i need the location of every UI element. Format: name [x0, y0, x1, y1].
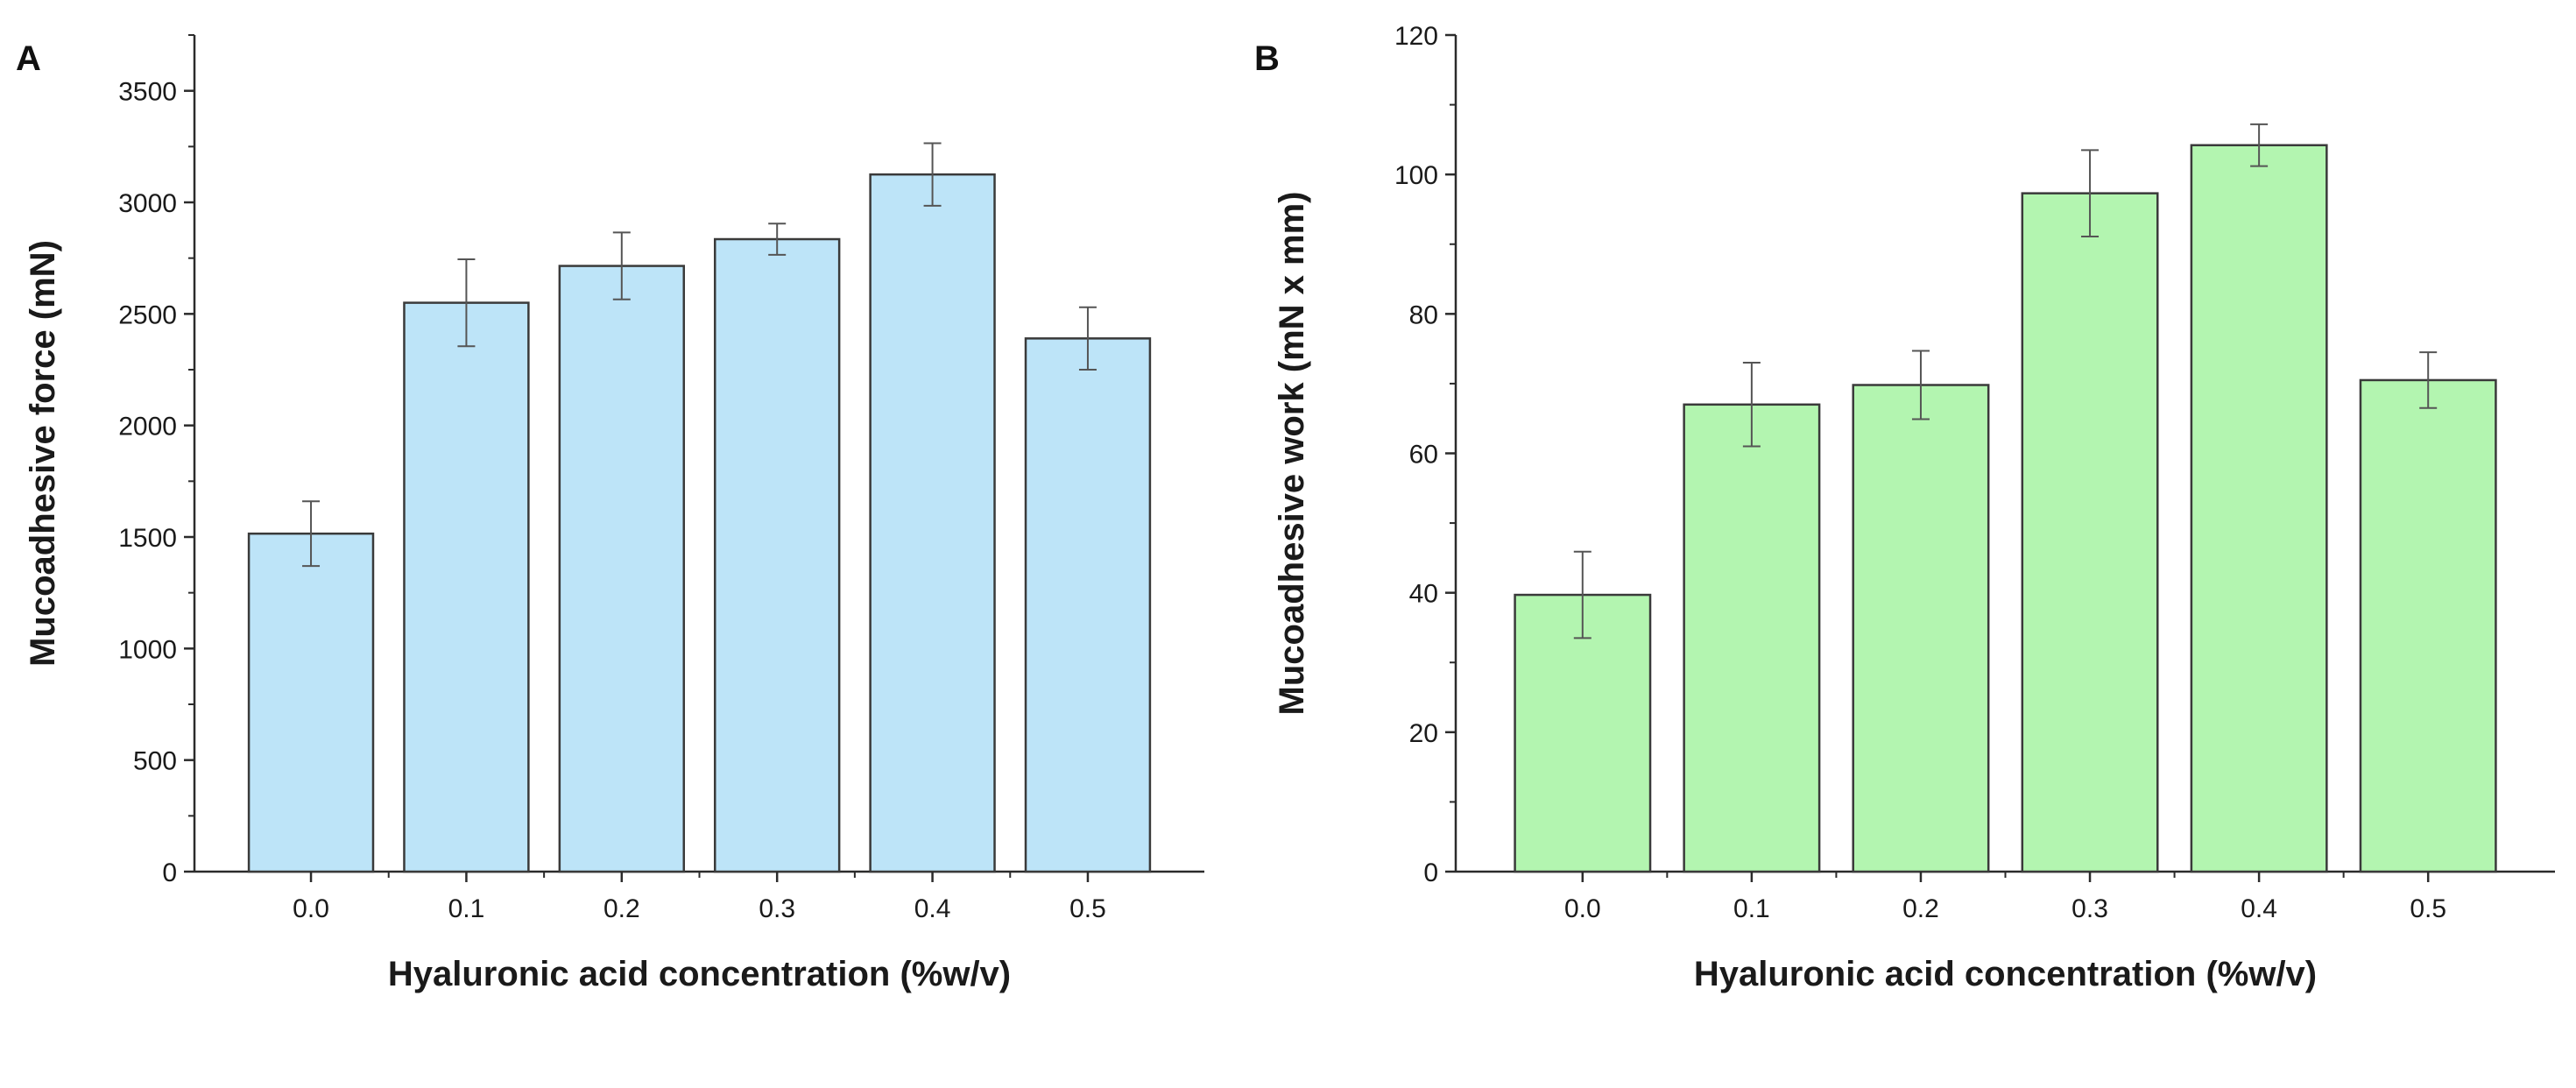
x-tick-label: 0.3: [759, 894, 795, 923]
x-axis-title: Hyaluronic acid concentration (%w/v): [1694, 955, 2317, 993]
x-tick-label: 0.1: [448, 894, 485, 923]
x-tick-label: 0.5: [1069, 894, 1106, 923]
y-tick-label: 3000: [118, 189, 177, 218]
x-tick-label: 0.3: [2071, 894, 2108, 923]
y-tick-label: 1500: [118, 524, 177, 553]
x-tick-label: 0.0: [1564, 894, 1601, 923]
bar-0.0: [247, 532, 375, 873]
x-axis-title: Hyaluronic acid concentration (%w/v): [388, 955, 1011, 993]
y-tick-label: 500: [133, 747, 177, 776]
bar-0.3: [713, 237, 841, 873]
y-tick-label: 60: [1409, 441, 1438, 470]
y-tick-label: 40: [1409, 580, 1438, 609]
bar-0.1: [1683, 403, 1821, 873]
y-tick-label: 120: [1394, 22, 1438, 51]
y-tick-label: 2500: [118, 300, 177, 329]
panel-label: A: [16, 39, 41, 78]
x-tick-label: 0.0: [293, 894, 329, 923]
x-tick-label: 0.5: [2410, 894, 2446, 923]
y-tick-label: 0: [1423, 858, 1438, 887]
y-tick-label: 80: [1409, 300, 1438, 329]
y-tick-label: 20: [1409, 719, 1438, 748]
y-tick-label: 100: [1394, 161, 1438, 190]
bar-0.5: [1024, 337, 1152, 873]
y-tick-label: 1000: [118, 635, 177, 664]
y-axis-title: Mucoadhesive force (mN): [24, 240, 62, 667]
y-tick-label: 2000: [118, 413, 177, 442]
bar-0.1: [403, 301, 530, 873]
bar-0.4: [869, 173, 996, 873]
panel-label: B: [1254, 39, 1280, 78]
bar-0.0: [1514, 593, 1652, 873]
bar-0.4: [2190, 144, 2328, 873]
bar-0.2: [1852, 384, 1990, 873]
y-tick-label: 0: [162, 858, 177, 887]
y-axis-title: Mucoadhesive work (mN x mm): [1273, 192, 1311, 716]
chart-panel-b: B 0 20 40 60 80 100 120 0.0 0.1 0.2 0.3 0.4 0.5 Hyalur…: [1254, 22, 2555, 993]
x-tick-label: 0.2: [603, 894, 640, 923]
x-tick-label: 0.4: [2241, 894, 2277, 923]
chart-panel-a: A 0 500 1000 1500 2000 2500 3000 3500 0.0 0.1 0.2 0.…: [16, 34, 1204, 993]
x-tick-label: 0.2: [1902, 894, 1939, 923]
x-tick-label: 0.4: [914, 894, 951, 923]
bar-0.5: [2359, 378, 2497, 873]
bar-0.3: [2021, 192, 2159, 873]
x-tick-label: 0.1: [1733, 894, 1770, 923]
y-tick-label: 3500: [118, 78, 177, 107]
bar-0.2: [558, 265, 686, 873]
